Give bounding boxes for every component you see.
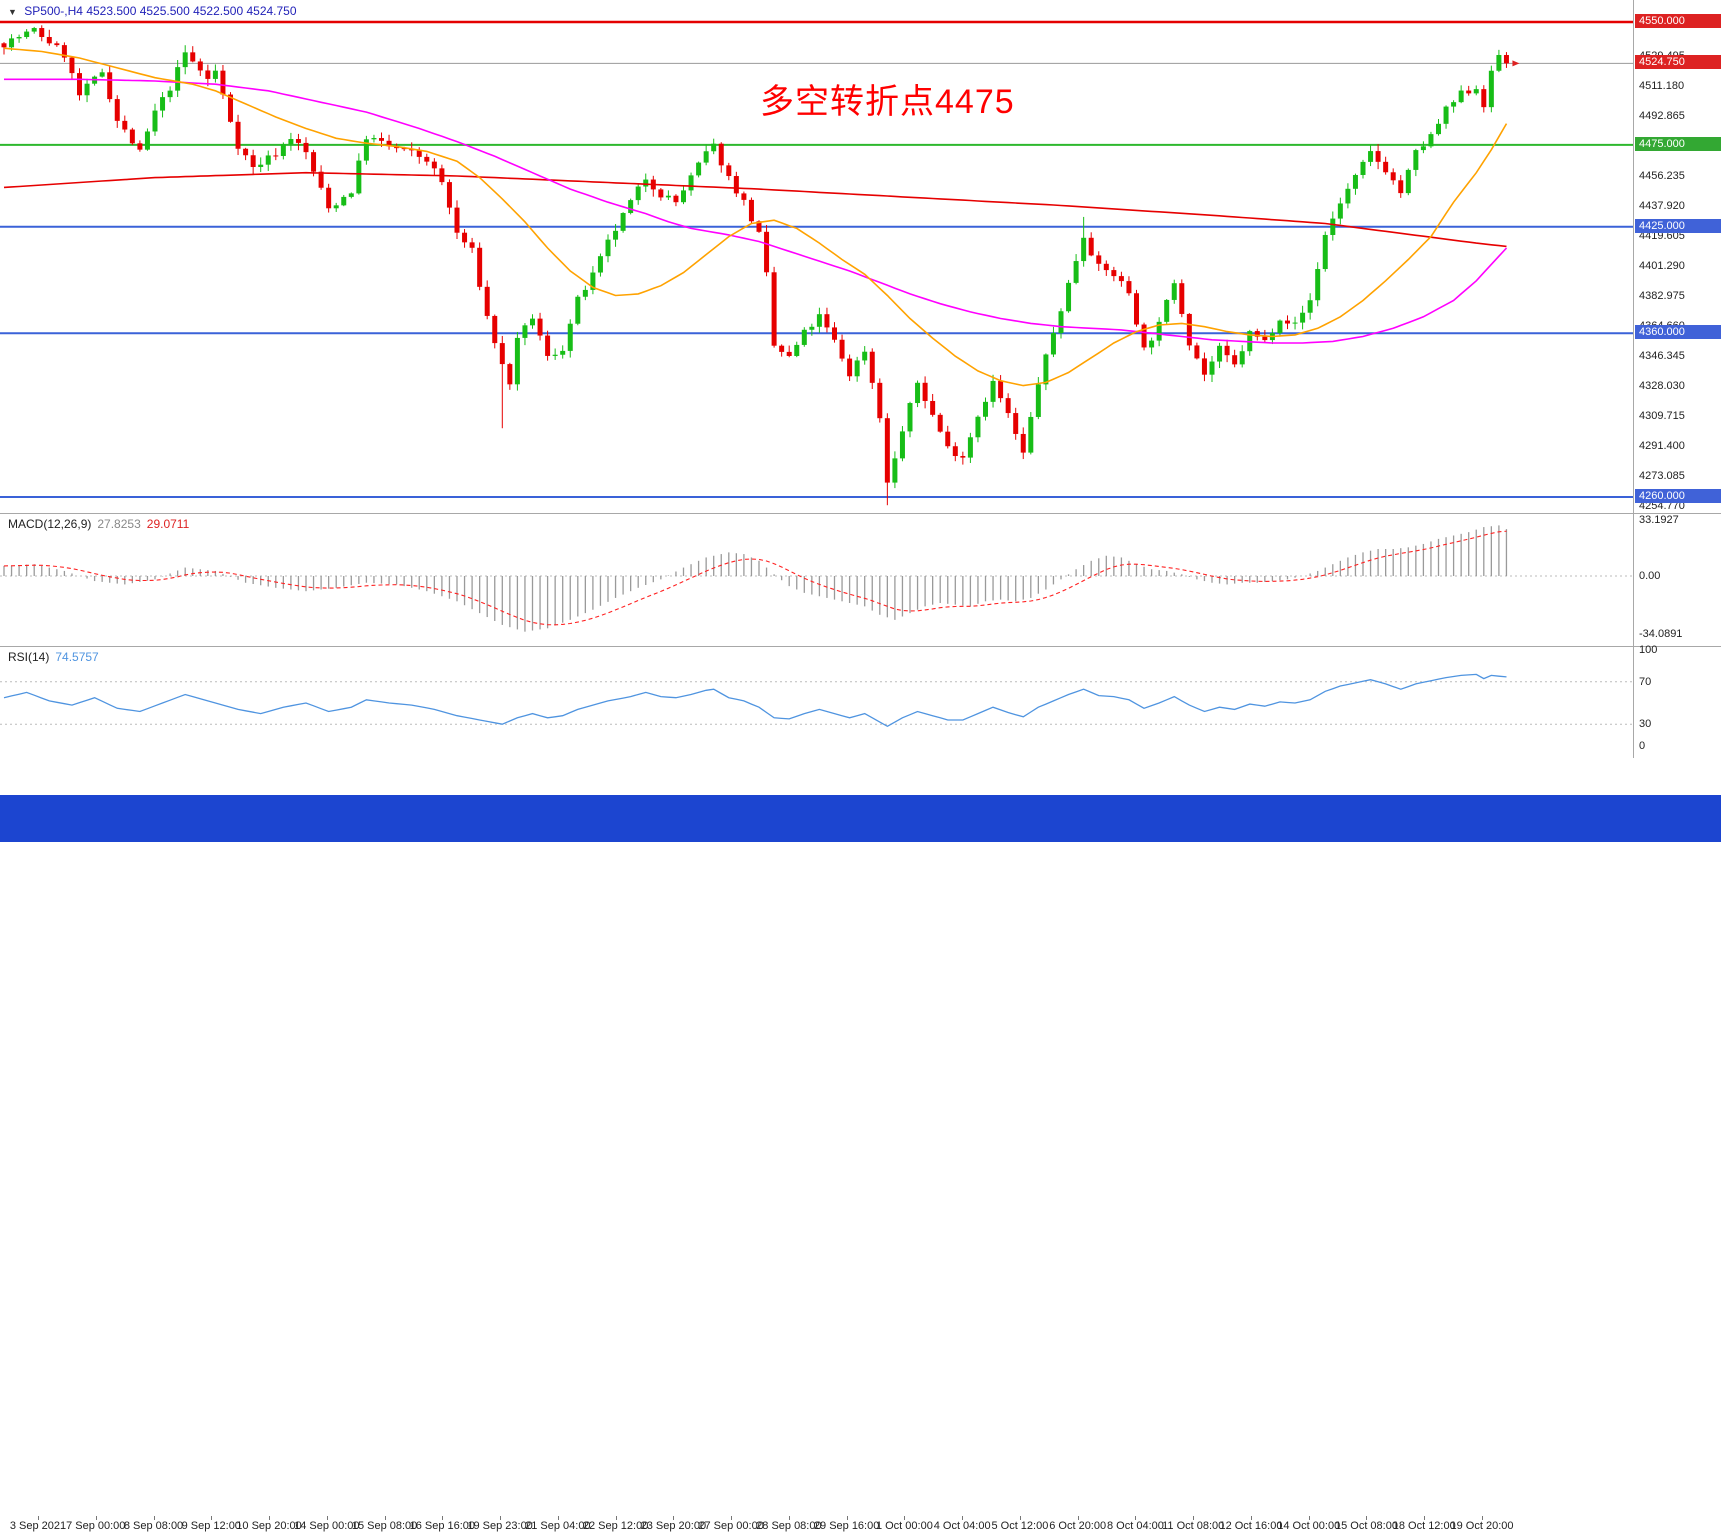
price-axis-label: 4511.180	[1639, 79, 1685, 92]
time-axis-label: 28 Sep 08:00	[756, 1520, 822, 1532]
time-axis-label: 27 Sep 00:00	[698, 1520, 764, 1532]
price-badge: 4425.000	[1635, 218, 1721, 233]
price-axis-label: 4456.235	[1639, 169, 1685, 182]
time-axis-label: 19 Oct 20:00	[1450, 1520, 1514, 1532]
price-badge: 4550.000	[1635, 13, 1721, 28]
price-axis-label: 4346.345	[1639, 349, 1685, 362]
time-axis-label: 29 Sep 16:00	[813, 1520, 880, 1532]
price-axis-label: 4309.715	[1639, 409, 1685, 422]
symbol-ohlc-label: ▼ SP500-,H4 4523.500 4525.500 4522.500 4…	[8, 4, 297, 18]
rsi-name: RSI(14)	[8, 650, 50, 664]
time-axis-label: 8 Sep 08:00	[123, 1520, 184, 1532]
time-axis-label: 1 Oct 00:00	[875, 1520, 933, 1532]
price-axis-label: 4492.865	[1639, 109, 1685, 122]
time-axis-label: 12 Oct 16:00	[1219, 1520, 1283, 1532]
rsi-value: 74.5757	[55, 650, 99, 664]
macd-signal-value: 29.0711	[146, 517, 190, 531]
taskbar[interactable]	[0, 795, 1721, 842]
main-macd-separator[interactable]	[0, 513, 1721, 514]
macd-axis-label: -34.0891	[1639, 627, 1683, 640]
price-axis-label: 4437.920	[1639, 199, 1685, 212]
time-axis-label: 23 Sep 20:00	[640, 1520, 707, 1532]
time-axis-label: 16 Sep 16:00	[409, 1520, 476, 1532]
rsi-axis-label: 100	[1639, 644, 1658, 656]
time-axis-label: 10 Sep 20:00	[236, 1520, 302, 1532]
annotation-text: 多空转折点4475	[760, 83, 1015, 121]
time-axis[interactable]: 3 Sep 2021 7 Sep 00:00 8 Sep 08:00 9 Sep 12…	[0, 758, 1721, 1532]
chevron-down-icon: ▼	[8, 7, 17, 17]
time-axis-label: 15 Oct 08:00	[1334, 1520, 1398, 1532]
time-axis-label: 21 Sep 04:00	[525, 1520, 591, 1532]
chart-canvas[interactable]	[0, 0, 1721, 758]
price-badge: 4475.000	[1635, 136, 1721, 151]
macd-main-value: 27.8253	[97, 517, 141, 531]
time-axis-label: 15 Sep 08:00	[351, 1520, 418, 1532]
macd-axis-label: 0.00	[1639, 570, 1661, 582]
time-axis-label: 22 Sep 12:00	[582, 1520, 649, 1532]
time-axis-label: 9 Sep 12:00	[181, 1520, 241, 1532]
macd-axis-label: 33.1927	[1639, 514, 1679, 526]
time-axis-label: 8 Oct 04:00	[1107, 1520, 1164, 1532]
rsi-axis-label: 70	[1639, 675, 1652, 688]
rsi-axis-label: 0	[1639, 740, 1646, 752]
macd-name: MACD(12,26,9)	[8, 517, 92, 531]
time-axis-label: 6 Oct 20:00	[1049, 1520, 1107, 1532]
time-axis-label: 14 Oct 00:00	[1277, 1520, 1341, 1532]
time-axis-label: 11 Oct 08:00	[1162, 1520, 1225, 1532]
time-axis-label: 14 Sep 00:00	[294, 1520, 360, 1532]
time-axis-label: 4 Oct 04:00	[933, 1520, 991, 1532]
time-axis-label: 19 Sep 23:00	[467, 1520, 533, 1532]
time-axis-label: 7 Sep 00:00	[66, 1520, 126, 1532]
symbol-name: SP500-,H4	[24, 4, 83, 18]
price-axis-label: 4291.400	[1639, 439, 1685, 452]
time-axis-label: 18 Oct 12:00	[1392, 1520, 1456, 1532]
time-axis-label: 3 Sep 2021	[9, 1520, 67, 1532]
price-axis-border	[1633, 0, 1634, 758]
rsi-axis-label: 30	[1639, 718, 1652, 731]
price-axis-label: 4328.030	[1639, 379, 1685, 392]
rsi-indicator-label: RSI(14) 74.5757	[8, 650, 99, 664]
price-badge: 4524.750	[1635, 55, 1721, 70]
macd-rsi-separator[interactable]	[0, 646, 1721, 647]
price-axis-label: 4382.975	[1639, 289, 1685, 302]
ohlc-values: 4523.500 4525.500 4522.500 4524.750	[86, 4, 297, 18]
price-axis-label: 4273.085	[1639, 469, 1685, 482]
macd-indicator-label: MACD(12,26,9) 27.8253 29.0711	[8, 517, 189, 531]
time-axis-label: 5 Oct 12:00	[991, 1520, 1049, 1532]
price-badge: 4360.000	[1635, 325, 1721, 340]
price-axis-label: 4401.290	[1639, 259, 1685, 272]
price-badge: 4260.000	[1635, 489, 1721, 504]
